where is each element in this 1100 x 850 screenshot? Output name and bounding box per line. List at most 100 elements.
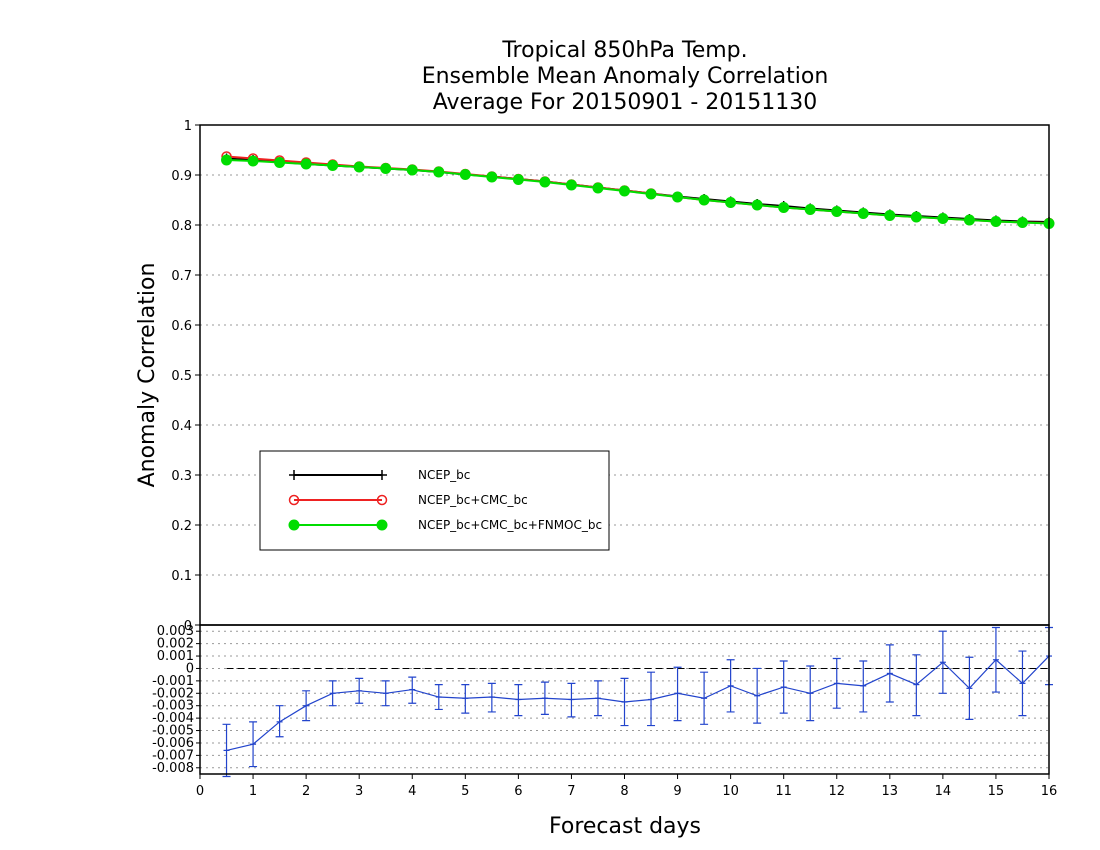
difference-line	[226, 655, 1050, 751]
data-point	[937, 213, 949, 224]
data-point	[804, 204, 816, 215]
legend-label: NCEP_bc+CMC_bc	[418, 493, 528, 507]
x-axis-label: Forecast days	[549, 814, 701, 839]
data-point	[459, 169, 471, 180]
error-bar	[514, 684, 523, 717]
main-y-tick-label: 0.6	[171, 319, 192, 334]
x-tick-label: 3	[355, 784, 363, 799]
error-bar	[408, 676, 417, 704]
difference-y-tick-label: -0.002	[152, 686, 194, 701]
data-point	[751, 199, 763, 211]
error-bar	[461, 684, 470, 714]
difference-y-tick-label: -0.007	[152, 748, 194, 763]
main-y-tick-label: 1	[184, 119, 192, 134]
data-point	[778, 202, 790, 213]
error-bar	[487, 682, 496, 713]
difference-y-tick-label: -0.001	[152, 674, 194, 689]
error-bar	[912, 654, 921, 717]
main-y-tick-label: 0.4	[171, 419, 192, 434]
main-y-tick-label: 0.2	[171, 519, 192, 534]
data-point	[592, 182, 604, 194]
data-point	[327, 160, 339, 171]
error-bar	[859, 660, 868, 713]
data-point	[512, 174, 524, 185]
legend-label: NCEP_bc	[418, 468, 470, 482]
x-tick-label: 11	[775, 784, 792, 799]
x-tick-label: 14	[935, 784, 952, 799]
main-y-tick-label: 0.3	[171, 469, 192, 484]
main-y-tick-label: 0.8	[171, 219, 192, 234]
difference-y-axis: 0.0030.0020.0010-0.001-0.002-0.003-0.004…	[152, 624, 200, 776]
data-point	[300, 158, 312, 170]
x-tick-label: 7	[567, 784, 575, 799]
difference-y-tick-label: -0.006	[152, 736, 194, 751]
x-tick-label: 15	[988, 784, 1005, 799]
data-point	[565, 179, 577, 191]
difference-y-tick-label: 0.001	[157, 649, 194, 664]
x-tick-label: 10	[722, 784, 739, 799]
data-point	[1016, 217, 1028, 228]
data-point	[433, 166, 445, 178]
chart-title-line-1: Tropical 850hPa Temp.	[501, 38, 747, 63]
error-bar	[275, 705, 284, 738]
data-point	[274, 157, 286, 168]
main-y-axis: 0 0.1 0.2 0.3 0.4 0.5 0.6 0.7 0.8 0.9 1	[171, 119, 200, 634]
chart-title-line-2: Ensemble Mean Anomaly Correlation	[422, 64, 829, 89]
data-point	[963, 214, 975, 226]
x-tick-label: 13	[882, 784, 899, 799]
data-point	[910, 211, 922, 223]
y-axis-label: Anomaly Correlation	[135, 263, 160, 488]
legend: NCEP_bc NCEP_bc+CMC_bc NCEP_bc+CMC_bc+FNMO…	[259, 450, 610, 551]
x-tick-label: 12	[828, 784, 845, 799]
error-bar	[567, 682, 576, 718]
data-point	[380, 163, 392, 174]
data-point	[645, 188, 657, 200]
main-y-tick-label: 0.1	[171, 569, 192, 584]
data-point	[831, 206, 843, 217]
error-bar	[647, 671, 656, 727]
x-tick-label: 6	[514, 784, 522, 799]
difference-panel-grid	[200, 630, 1049, 769]
legend-marker	[288, 519, 300, 531]
data-point	[539, 176, 551, 188]
main-y-tick-label: 0.7	[171, 269, 192, 284]
data-point	[619, 185, 630, 197]
x-tick-label: 8	[620, 784, 628, 799]
legend-marker	[288, 494, 300, 506]
difference-y-tick-label: -0.003	[152, 699, 194, 714]
difference-y-tick-label: -0.008	[152, 761, 194, 776]
data-point	[486, 171, 498, 183]
difference-y-tick-label: -0.004	[152, 711, 194, 726]
x-tick-label: 1	[249, 784, 257, 799]
chart-title: Tropical 850hPa Temp. Ensemble Mean Anom…	[422, 38, 829, 115]
error-bar	[673, 666, 682, 722]
difference-y-tick-label: 0.002	[157, 637, 194, 652]
main-y-tick-label: 0.5	[171, 369, 192, 384]
series-line	[226, 159, 1050, 225]
legend-marker	[376, 519, 388, 531]
difference-y-tick-label: 0.003	[157, 624, 194, 639]
legend-marker	[376, 494, 388, 506]
x-tick-label: 0	[196, 784, 204, 799]
legend-marker	[289, 470, 299, 480]
data-point	[725, 197, 737, 208]
data-point	[221, 154, 233, 166]
data-point	[353, 161, 365, 173]
data-point	[672, 191, 684, 203]
x-tick-label: 16	[1041, 784, 1058, 799]
data-point	[698, 194, 710, 206]
data-point	[247, 155, 259, 167]
series-line	[226, 157, 1050, 223]
main-y-tick-label: 0.9	[171, 169, 192, 184]
data-point	[857, 208, 869, 219]
legend-marker	[377, 470, 387, 480]
data-point	[990, 216, 1002, 227]
main-y-tick-label: 0	[184, 619, 192, 634]
difference-y-tick-label: -0.005	[152, 724, 194, 739]
difference-y-tick-label: 0	[186, 661, 194, 676]
difference-panel-series	[222, 626, 1053, 778]
main-panel-series	[221, 151, 1055, 229]
x-tick-label: 9	[673, 784, 681, 799]
data-point	[884, 210, 896, 221]
chart-title-line-3: Average For 20150901 - 20151130	[433, 90, 818, 115]
